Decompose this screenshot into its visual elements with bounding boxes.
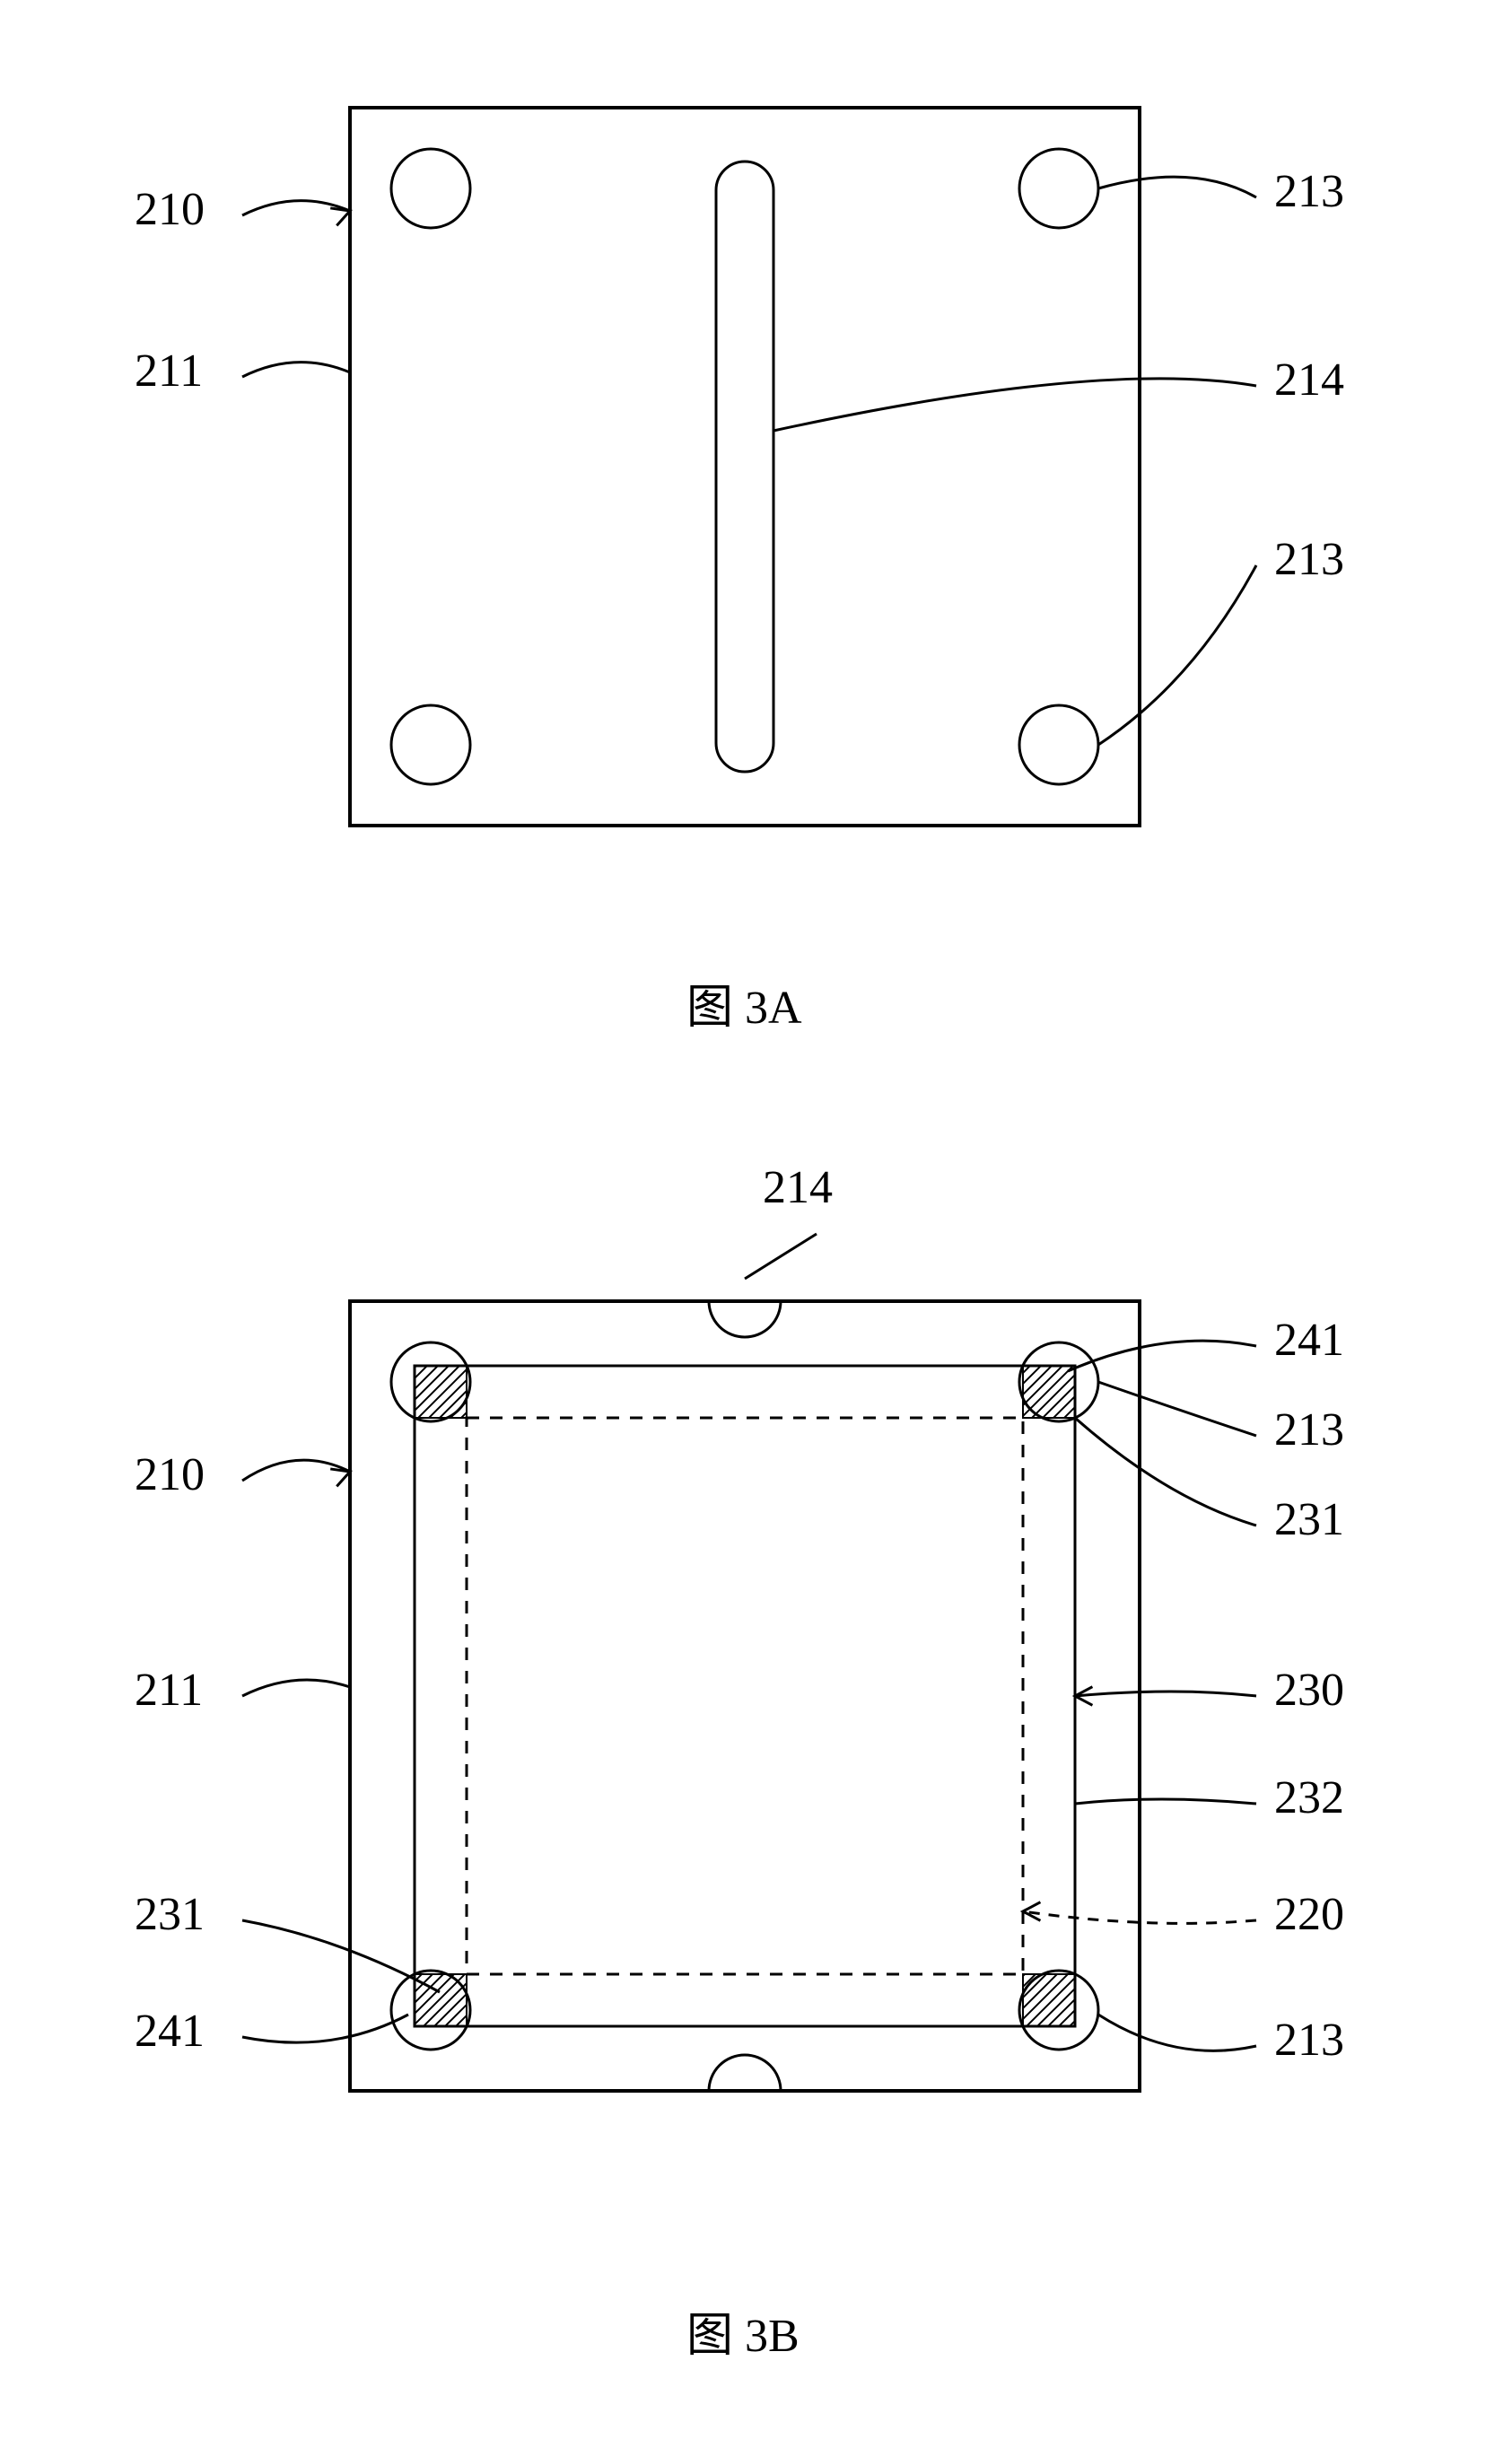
svg-text:213: 213 — [1274, 2015, 1344, 2066]
svg-text:210: 210 — [135, 1449, 205, 1500]
figure-3b: 214 210 211 231 241 241 213 231 230 232 220 213 — [117, 1149, 1409, 2230]
figure-3a: 210 211 213 214 213 — [117, 72, 1409, 902]
figure-3a-svg: 210 211 213 214 213 — [117, 72, 1409, 897]
svg-text:230: 230 — [1274, 1665, 1344, 1716]
svg-text:241: 241 — [1274, 1315, 1344, 1366]
svg-text:214: 214 — [1274, 354, 1344, 406]
page: 210211213214213 图 3A 2142102112312412412… — [0, 0, 1512, 2448]
svg-text:211: 211 — [135, 345, 203, 397]
figure-3b-caption: 图 3B — [686, 2297, 800, 2365]
svg-text:213: 213 — [1274, 166, 1344, 217]
figure-3a-caption: 图 3A — [686, 969, 802, 1036]
svg-text:231: 231 — [135, 1889, 205, 1940]
svg-text:213: 213 — [1274, 1404, 1344, 1456]
svg-text:220: 220 — [1274, 1889, 1344, 1940]
svg-text:213: 213 — [1274, 534, 1344, 585]
svg-text:232: 232 — [1274, 1772, 1344, 1823]
svg-text:210: 210 — [135, 184, 205, 235]
svg-text:211: 211 — [135, 1665, 203, 1716]
figure-3b-svg: 214 210 211 231 241 241 213 231 230 232 220 213 — [117, 1149, 1409, 2225]
svg-text:214: 214 — [763, 1162, 833, 1213]
svg-text:231: 231 — [1274, 1494, 1344, 1545]
svg-text:241: 241 — [135, 2006, 205, 2057]
